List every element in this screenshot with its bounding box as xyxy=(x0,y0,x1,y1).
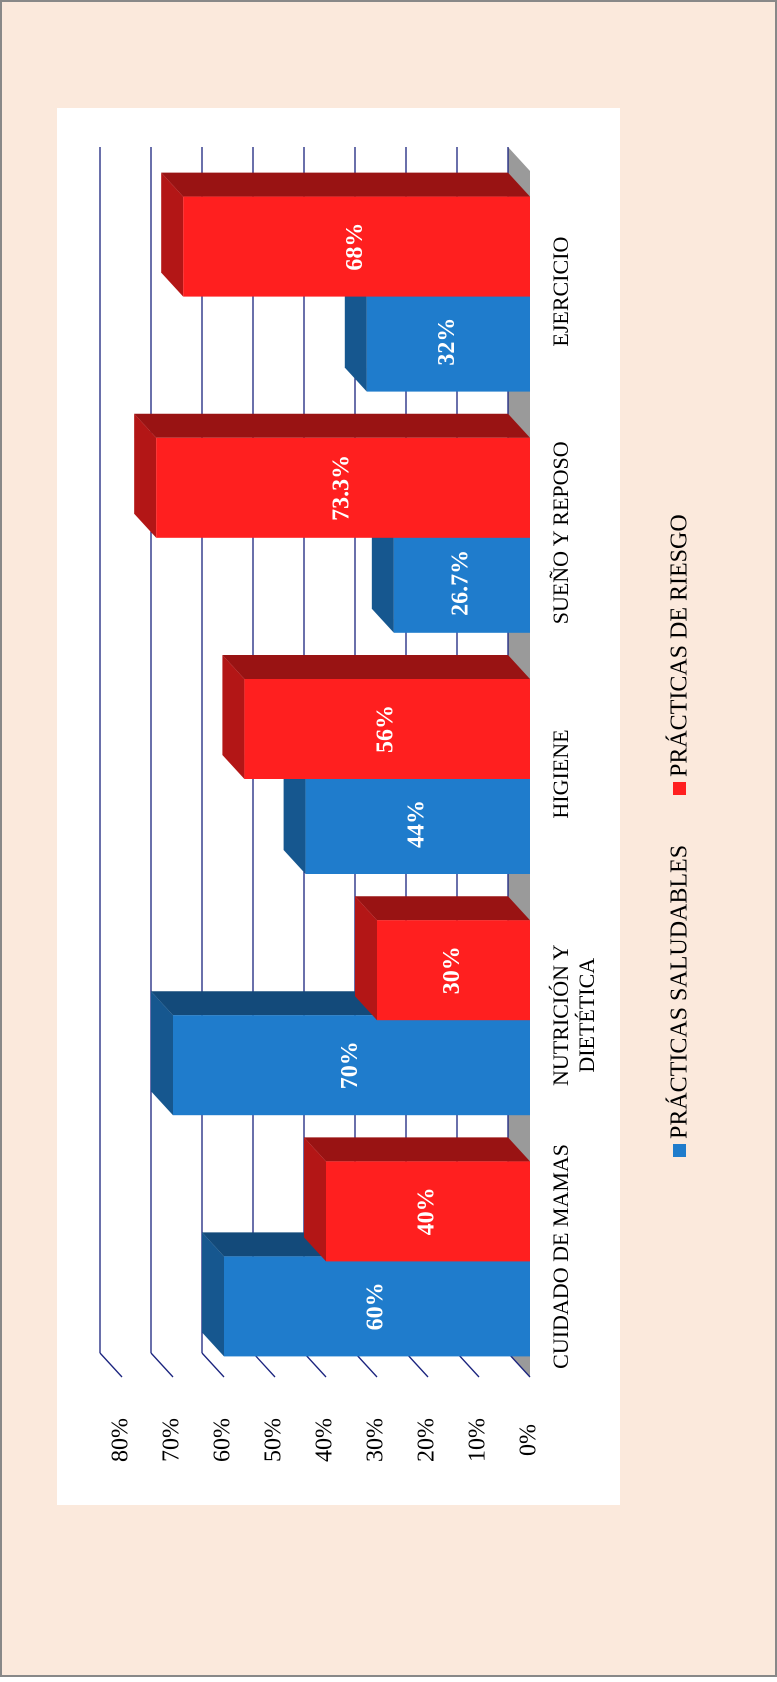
rotated-chart: 0% 10% 20% 30% 40% 50% 60% 70% 80% CUIDADO DE MAM… xyxy=(57,108,693,1505)
grid-diagonal xyxy=(201,1352,225,1378)
legend-label: PRÁCTICAS SALUDABLES xyxy=(667,845,693,1139)
bar xyxy=(305,774,530,874)
value-label: 73.3% xyxy=(329,455,355,521)
bar-side xyxy=(134,413,530,438)
bar xyxy=(224,1256,530,1357)
x-tick-label: EJERCICIO xyxy=(548,236,573,347)
value-label: 32% xyxy=(434,318,460,366)
bar-top xyxy=(161,172,184,297)
value-label: 70% xyxy=(337,1041,363,1089)
bar xyxy=(156,437,530,538)
bar xyxy=(326,1161,530,1262)
grid-diagonal xyxy=(303,1352,327,1378)
y-tick-label: 10% xyxy=(465,1418,491,1462)
grid-diagonal xyxy=(405,1352,429,1378)
value-label: 68% xyxy=(342,223,368,271)
value-label: 26.7% xyxy=(447,550,473,616)
x-tick-label: SUEÑO Y REPOSO xyxy=(548,441,573,625)
y-tick-label: 20% xyxy=(414,1418,440,1462)
x-label-box: NUTRICIÓN Y DIETÉTICA xyxy=(548,944,599,1086)
bar-top xyxy=(134,413,157,538)
bar-top xyxy=(202,1232,224,1357)
bar-side xyxy=(304,1137,530,1162)
y-tick-label: 70% xyxy=(159,1418,185,1462)
value-label: 40% xyxy=(414,1187,440,1235)
value-label: 30% xyxy=(439,946,465,994)
y-tick-label: 30% xyxy=(363,1418,389,1462)
grid-diagonal xyxy=(150,1352,174,1378)
x-label-box: EJERCICIO xyxy=(548,236,573,347)
bar-top xyxy=(304,1137,326,1262)
legend-swatch xyxy=(673,1144,686,1157)
x-label-box: CUIDADO DE MAMAS xyxy=(548,1143,573,1369)
bar-side xyxy=(222,655,530,679)
x-label-box: SUEÑO Y REPOSO xyxy=(548,441,573,625)
bar xyxy=(393,532,530,633)
bar xyxy=(377,920,530,1021)
bar-top xyxy=(344,267,367,392)
x-tick-label: CUIDADO DE MAMAS xyxy=(548,1143,573,1369)
x-label-box: HIGIENE xyxy=(548,729,573,819)
x-tick-label: NUTRICIÓN Y DIETÉTICA xyxy=(548,944,599,1086)
grid-diagonal xyxy=(99,1352,123,1378)
y-tick-label: 50% xyxy=(261,1418,287,1462)
bar-top xyxy=(371,508,394,633)
grid-diagonal xyxy=(354,1352,378,1378)
bar-side xyxy=(161,172,530,197)
bar xyxy=(173,1015,530,1116)
y-tick-label: 0% xyxy=(516,1424,542,1456)
y-tick-label: 80% xyxy=(108,1418,134,1462)
bar xyxy=(244,679,530,779)
grid-diagonal xyxy=(456,1352,480,1378)
bar-top xyxy=(355,896,377,1021)
legend-swatch xyxy=(673,782,686,795)
value-label: 60% xyxy=(363,1282,389,1330)
legend-label: PRÁCTICAS DE RIESGO xyxy=(667,514,693,777)
y-tick-label: 40% xyxy=(312,1418,338,1462)
x-tick-label: HIGIENE xyxy=(548,729,573,819)
bar-top xyxy=(222,655,245,779)
bar-top xyxy=(283,750,306,874)
value-label: 56% xyxy=(373,705,399,753)
bar-side xyxy=(355,896,530,921)
y-tick-label: 60% xyxy=(210,1418,236,1462)
grid-diagonal xyxy=(507,1352,531,1378)
grid-diagonal xyxy=(252,1352,276,1378)
bar xyxy=(366,291,530,392)
bar-top xyxy=(151,991,173,1116)
bar xyxy=(183,196,530,297)
value-label: 44% xyxy=(403,800,429,848)
